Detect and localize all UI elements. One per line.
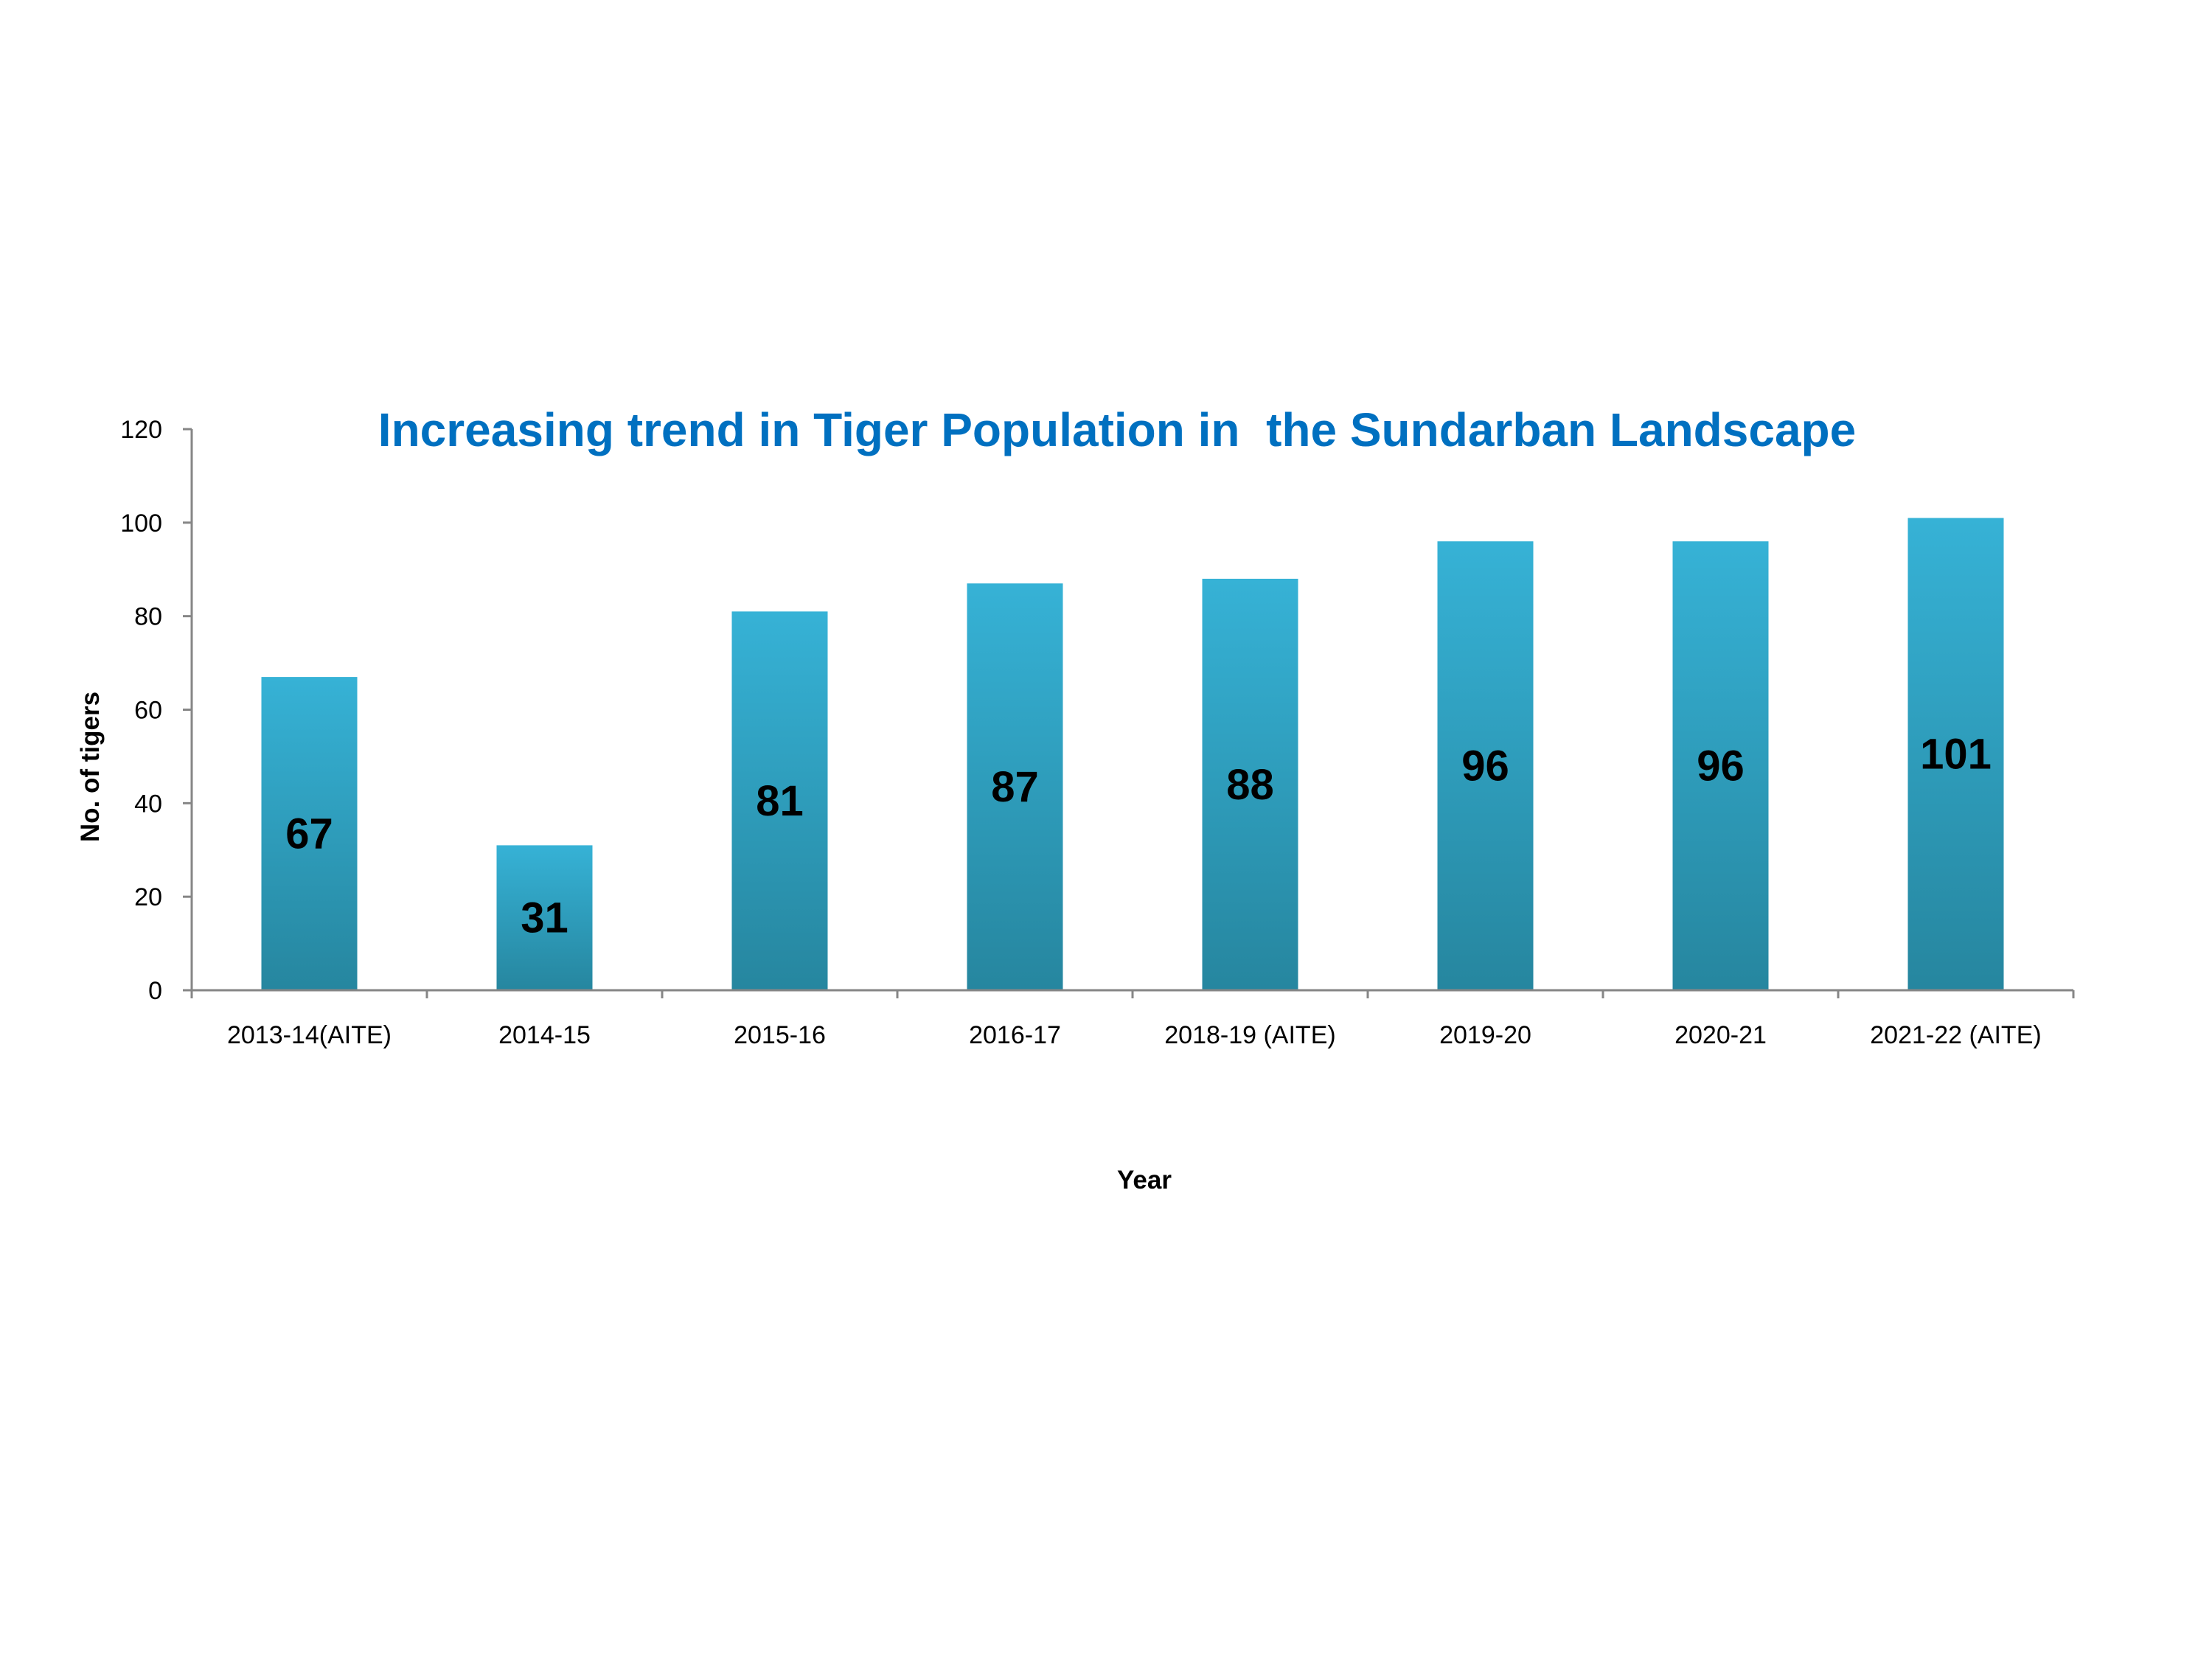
x-tick-label: 2020-21: [1674, 1021, 1767, 1049]
bar-2013-14(AITE): [261, 677, 358, 990]
x-tick-label: 2016-17: [969, 1021, 1061, 1049]
x-tick-label: 2013-14(AITE): [227, 1021, 392, 1049]
bar-2021-22 (AITE): [1907, 518, 2004, 990]
x-tick-label: 2019-20: [1439, 1021, 1531, 1049]
y-tick-label: 40: [134, 790, 162, 818]
x-tick-label: 2018-19 (AITE): [1164, 1021, 1335, 1049]
data-label: 31: [521, 894, 568, 942]
chart-title: Increasing trend in Tiger Population in …: [378, 403, 1856, 456]
y-tick-label: 60: [134, 697, 162, 725]
bar-2016-17: [967, 583, 1063, 990]
y-tick-label: 20: [134, 883, 162, 911]
x-axis-label: Year: [1117, 1166, 1172, 1194]
data-label: 87: [991, 763, 1039, 811]
data-label: 96: [1697, 742, 1745, 790]
bar-2018-19 (AITE): [1202, 578, 1298, 990]
y-tick-label: 80: [134, 603, 162, 631]
x-tick-label: 2021-22 (AITE): [1870, 1021, 2041, 1049]
x-tick-label: 2015-16: [734, 1021, 826, 1049]
bar-2019-20: [1437, 541, 1534, 990]
data-label: 101: [1920, 731, 1992, 779]
y-axis-label: No. of tigers: [76, 692, 105, 842]
bar-2014-15: [496, 845, 593, 990]
data-label: 81: [756, 777, 804, 825]
y-tick-label: 100: [120, 509, 162, 538]
bar-2020-21: [1672, 541, 1769, 990]
x-tick-label: 2014-15: [498, 1021, 591, 1049]
y-tick-label: 120: [120, 416, 162, 444]
y-tick-label: 0: [148, 977, 162, 1005]
bar-2015-16: [731, 611, 828, 990]
data-label: 67: [285, 810, 333, 858]
data-label: 88: [1226, 761, 1274, 809]
data-label: 96: [1461, 742, 1509, 790]
